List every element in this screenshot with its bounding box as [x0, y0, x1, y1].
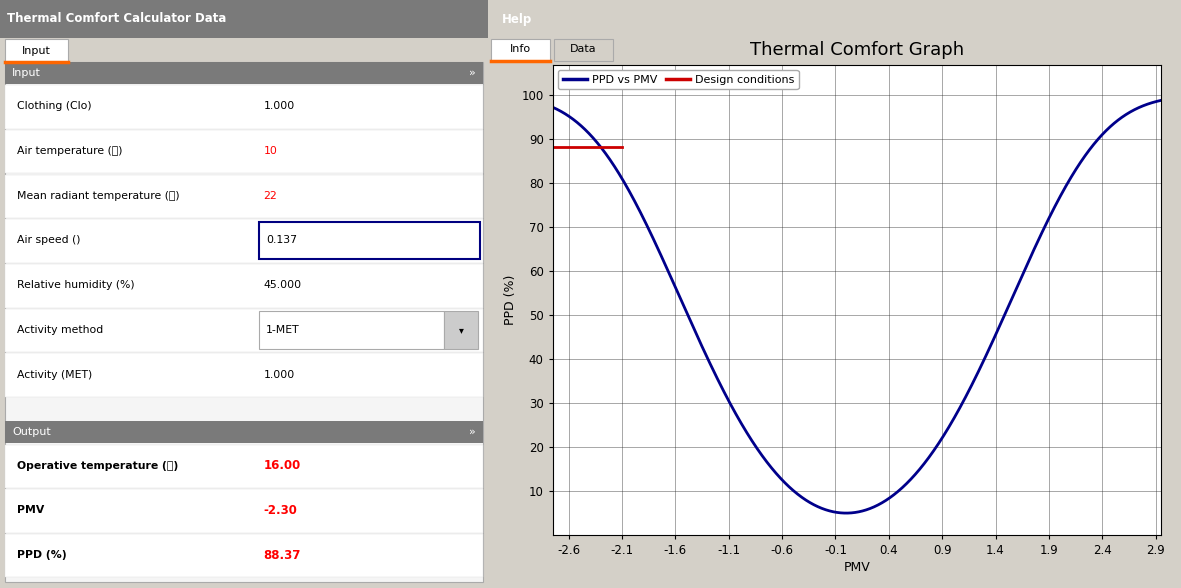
X-axis label: PMV: PMV: [843, 562, 870, 574]
Text: Input: Input: [22, 45, 51, 56]
Bar: [5, 175, 483, 218]
Text: PPD (%): PPD (%): [17, 550, 66, 560]
Text: 16.00: 16.00: [263, 459, 301, 472]
Text: Clothing (Clo): Clothing (Clo): [17, 101, 92, 112]
Text: Operative temperature (溫): Operative temperature (溫): [17, 460, 178, 471]
Text: »: »: [469, 68, 476, 78]
Bar: [491, 39, 550, 61]
Text: »: »: [469, 427, 476, 437]
Bar: [5, 264, 483, 308]
Text: Relative humidity (%): Relative humidity (%): [17, 280, 135, 290]
Bar: [5, 85, 483, 129]
Bar: [5, 219, 483, 263]
Text: Air temperature (溫): Air temperature (溫): [17, 146, 123, 156]
Bar: [5, 39, 68, 62]
Text: 1.000: 1.000: [263, 101, 294, 112]
Bar: [5, 62, 483, 582]
Text: Help: Help: [502, 12, 531, 26]
Text: Input: Input: [12, 68, 41, 78]
Bar: [5, 445, 483, 488]
Bar: [259, 222, 481, 259]
Bar: [0, 0, 488, 38]
Text: PMV: PMV: [17, 505, 45, 516]
Text: Info: Info: [510, 44, 531, 54]
Text: Activity method: Activity method: [17, 325, 103, 335]
Text: ▾: ▾: [458, 325, 463, 335]
Bar: [259, 311, 444, 349]
Y-axis label: PPD (%): PPD (%): [504, 275, 517, 325]
Text: Output: Output: [12, 427, 51, 437]
Bar: [554, 39, 613, 61]
Text: 1-MET: 1-MET: [266, 325, 300, 335]
Bar: [0, 38, 488, 62]
Legend: PPD vs PMV, Design conditions: PPD vs PMV, Design conditions: [559, 70, 798, 89]
Title: Thermal Comfort Graph: Thermal Comfort Graph: [750, 41, 964, 59]
Text: Data: Data: [569, 44, 596, 54]
Text: 10: 10: [263, 146, 278, 156]
Bar: [5, 421, 483, 443]
Bar: [5, 130, 483, 173]
Bar: [5, 353, 483, 397]
Text: -2.30: -2.30: [263, 504, 298, 517]
Text: 22: 22: [263, 191, 278, 201]
Text: Thermal Comfort Calculator Data: Thermal Comfort Calculator Data: [7, 12, 227, 25]
Bar: [5, 62, 483, 84]
Bar: [5, 309, 483, 352]
Bar: [444, 311, 478, 349]
Bar: [5, 534, 483, 577]
Text: Air speed (): Air speed (): [17, 235, 80, 246]
Bar: [5, 489, 483, 533]
Text: 45.000: 45.000: [263, 280, 301, 290]
Text: 1.000: 1.000: [263, 369, 294, 380]
Text: 88.37: 88.37: [263, 549, 301, 562]
Text: 0.137: 0.137: [266, 235, 296, 246]
Text: Activity (MET): Activity (MET): [17, 369, 92, 380]
Text: Mean radiant temperature (溫): Mean radiant temperature (溫): [17, 191, 180, 201]
